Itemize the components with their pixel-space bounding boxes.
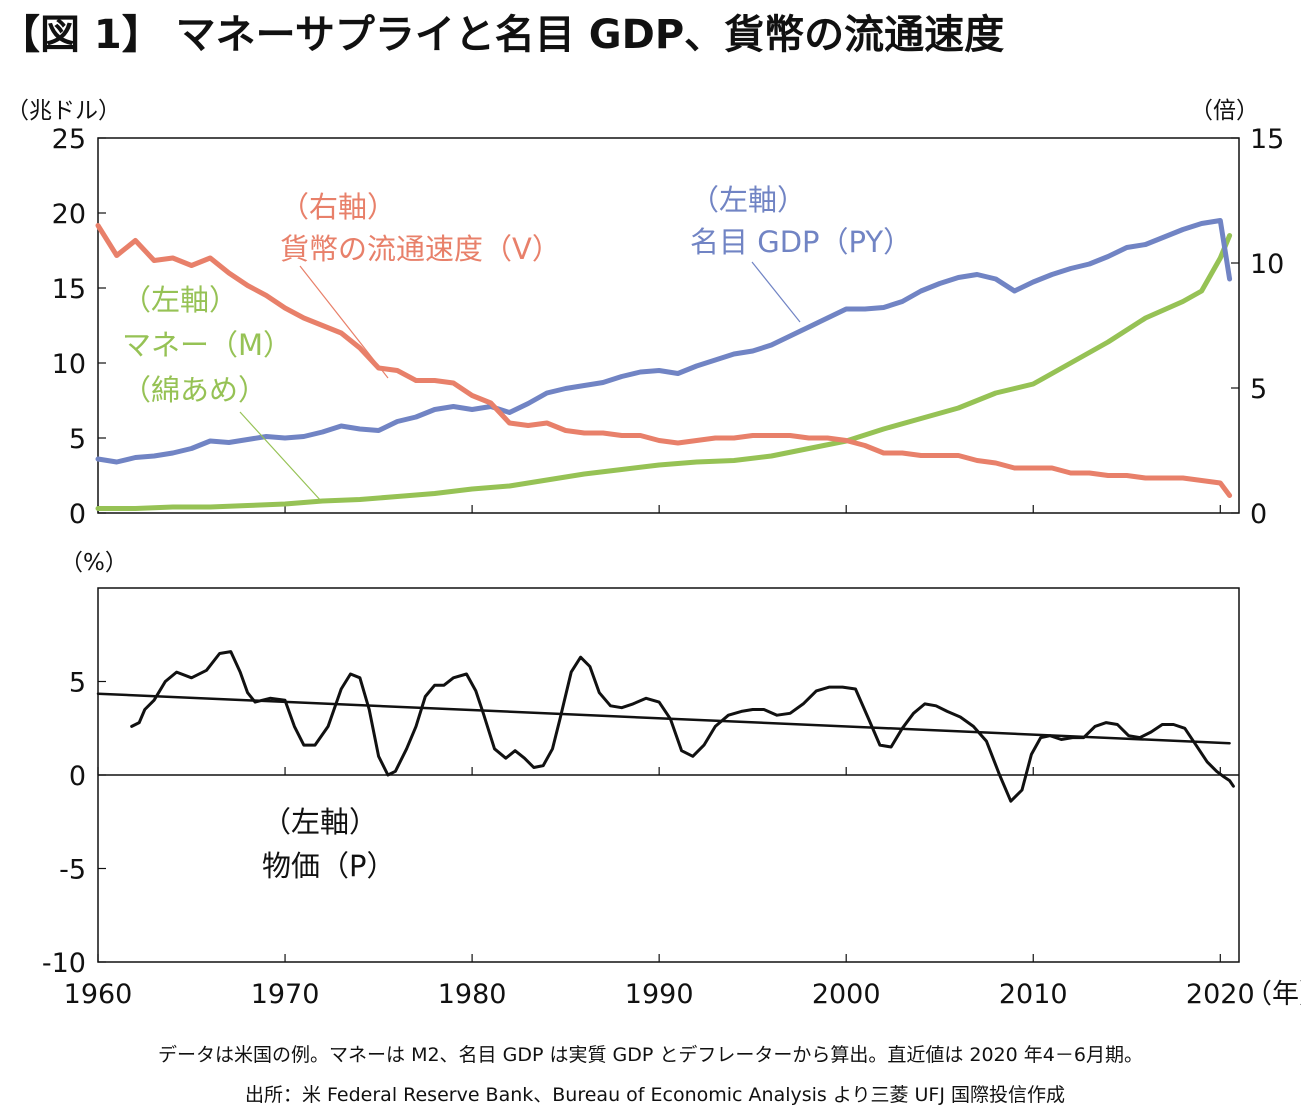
velocity-series-label: 貨幣の流通速度（V） — [280, 232, 561, 266]
bottom-left-tick-label: 5 — [69, 668, 86, 699]
velocity-leader-line — [299, 265, 389, 379]
top-right-tick-label: 10 — [1250, 249, 1284, 280]
figure-source: 出所：米 Federal Reserve Bank、Bureau of Econ… — [245, 1084, 1065, 1106]
nominal-gdp-line — [95, 218, 1233, 465]
x-unit-label: （年） — [1245, 979, 1301, 1010]
bottom-left-tick-label: 0 — [69, 761, 86, 792]
tick-labels: 0 5 10 15 20 25 0 5 10 15 （兆ドル） （倍） -10 -5 0 5 （%） 1960 19… — [6, 98, 1301, 1010]
price-p-line — [130, 650, 1235, 803]
x-tick-label: 1970 — [251, 979, 320, 1010]
x-tick-label: 1980 — [438, 979, 507, 1010]
price-axis-note: （左軸） — [262, 805, 378, 839]
x-tick-label: 2010 — [999, 979, 1068, 1010]
figure-note: データは米国の例。マネーは M2、名目 GDP は実質 GDP とデフレーターか… — [158, 1044, 1143, 1066]
bottom-panel-frame — [97, 587, 1240, 963]
gdp-leader-line — [751, 261, 801, 323]
money-leader-line — [239, 411, 323, 503]
top-left-tick-label: 0 — [69, 499, 86, 530]
bottom-left-tick-label: -5 — [59, 855, 86, 886]
x-tick-label: 1990 — [625, 979, 694, 1010]
x-tick-label: 1960 — [64, 979, 133, 1010]
top-left-tick-label: 15 — [52, 274, 86, 305]
top-right-unit-label: （倍） — [1190, 98, 1259, 124]
price-trend-line — [96, 692, 1231, 745]
bottom-left-unit-label: （%） — [60, 550, 128, 576]
gdp-axis-note: （左軸） — [690, 183, 806, 217]
money-axis-note: （左軸） — [122, 283, 238, 317]
top-left-tick-label: 25 — [52, 124, 86, 155]
top-panel-frame — [97, 137, 1240, 514]
top-left-unit-label: （兆ドル） — [6, 98, 121, 124]
gdp-series-label: 名目 GDP（PY） — [690, 225, 912, 259]
top-right-tick-label: 5 — [1250, 374, 1267, 405]
money-series-label: マネー（M） — [122, 328, 292, 362]
top-left-tick-label: 20 — [52, 199, 86, 230]
top-right-tick-label: 0 — [1250, 499, 1267, 530]
top-left-tick-label: 10 — [52, 349, 86, 380]
money-nickname-label: （綿あめ） — [122, 373, 267, 407]
x-tick-label: 2000 — [812, 979, 881, 1010]
velocity-axis-note: （右軸） — [280, 190, 396, 224]
money-m-line — [95, 233, 1233, 511]
series-lines — [95, 218, 1235, 803]
figure-title: 【図 1】 マネーサプライと名目 GDP、貨幣の流通速度 — [0, 12, 1005, 58]
price-series-label: 物価（P） — [262, 849, 396, 883]
top-panel-border — [97, 137, 1240, 514]
velocity-v-line — [95, 223, 1233, 498]
bottom-left-tick-label: -10 — [42, 948, 86, 979]
x-tick-label: 2020 — [1186, 979, 1255, 1010]
top-left-tick-label: 5 — [69, 424, 86, 455]
series-annotations: （右軸） 貨幣の流通速度（V） （左軸） 名目 GDP（PY） （左軸） マネー（M） （綿… — [122, 183, 912, 883]
top-right-tick-label: 15 — [1250, 124, 1284, 155]
